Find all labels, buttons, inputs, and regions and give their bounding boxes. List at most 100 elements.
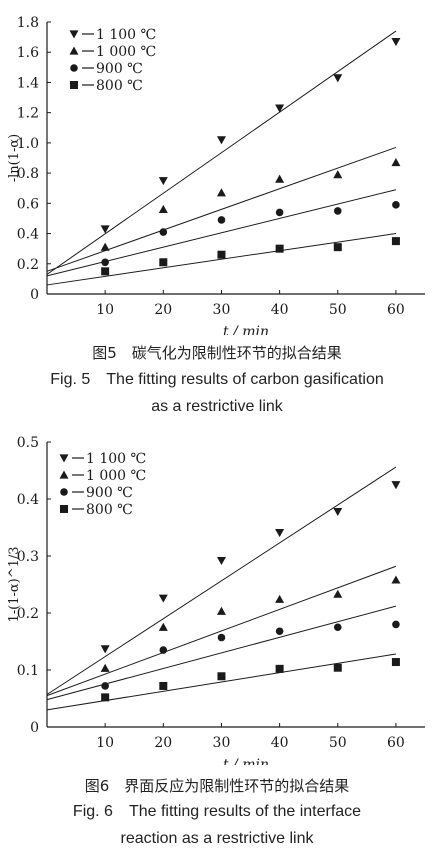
fig5-legend-label-3: 800 ℃ bbox=[96, 78, 143, 94]
fig5-point-s3 bbox=[391, 237, 400, 246]
fig5-y-tick-label: 1.6 bbox=[17, 45, 39, 61]
fig5-point-s2 bbox=[217, 216, 226, 224]
fig6-point-s1 bbox=[333, 589, 343, 598]
fig6-legend-label-2: 900 ℃ bbox=[86, 485, 133, 501]
fig6-x-tick-label: 20 bbox=[154, 735, 172, 751]
fig6-fit-line-3 bbox=[46, 653, 397, 711]
fig5-caption-zh: 图5 碳气化为限制性环节的拟合结果 bbox=[92, 344, 342, 362]
fig5-point-s3 bbox=[275, 244, 284, 253]
fig5-point-s2 bbox=[333, 207, 342, 215]
fig6-point-s1 bbox=[158, 622, 168, 631]
fig5-y-tick-label: 0.4 bbox=[17, 227, 39, 243]
fig5-y-tick-label: 0 bbox=[30, 287, 39, 303]
fig5-legend-marker-1 bbox=[69, 46, 79, 55]
fig6-point-s3 bbox=[275, 664, 284, 673]
fig6-point-s3 bbox=[101, 693, 110, 702]
fig5-x-axis-label: t / min bbox=[223, 324, 269, 335]
fig6-fit-line-2 bbox=[46, 605, 397, 701]
fig5-point-s3 bbox=[101, 267, 110, 276]
fig5-legend-marker-3 bbox=[70, 81, 78, 89]
fig6-x-tick-label: 10 bbox=[96, 735, 114, 751]
fig6-point-s3 bbox=[391, 658, 400, 667]
fig6-point-s2 bbox=[159, 646, 168, 654]
fig5-point-s1 bbox=[158, 204, 168, 213]
fig5-point-s3 bbox=[333, 243, 342, 252]
fig5-y-tick-label: 1.0 bbox=[17, 136, 39, 152]
fig6-legend-label-0: 1 100 ℃ bbox=[86, 451, 146, 467]
fig5-point-s0 bbox=[100, 225, 110, 234]
fig6-caption-zh: 图6 界面反应为限制性环节的拟合结果 bbox=[84, 777, 350, 795]
fig5-x-tick-label: 50 bbox=[329, 302, 347, 318]
fig5-fit-line-0 bbox=[46, 30, 397, 275]
fig5-legend-marker-2 bbox=[70, 64, 78, 72]
fig5-caption-en-line2: as a restrictive link bbox=[151, 398, 283, 415]
fig6-x-tick-label: 60 bbox=[387, 735, 405, 751]
fig6-point-s0 bbox=[391, 481, 401, 490]
fig6-fit-line-0 bbox=[46, 466, 397, 695]
fig6-fit-line-1 bbox=[46, 565, 397, 697]
fig5-point-s0 bbox=[275, 104, 285, 113]
fig5-point-s1 bbox=[333, 170, 343, 179]
fig5-point-s2 bbox=[275, 208, 284, 217]
fig6-y-tick-label: 0.2 bbox=[17, 606, 39, 622]
fig6-point-s3 bbox=[217, 672, 226, 681]
fig6-legend-marker-2 bbox=[60, 488, 68, 496]
fig6-legend-label-3: 800 ℃ bbox=[86, 502, 133, 518]
fig5-point-s3 bbox=[159, 258, 168, 267]
fig5-x-tick-label: 60 bbox=[387, 302, 405, 318]
fig5-point-s2 bbox=[101, 258, 109, 267]
fig6-caption-en-line2: reaction as a restrictive link bbox=[120, 830, 314, 847]
fig6-y-axis-label: 1-(1-α)^1/3 bbox=[7, 546, 22, 622]
fig6-point-s1 bbox=[275, 594, 285, 603]
fig6-x-axis-label: t / min bbox=[223, 757, 269, 765]
fig5-y-tick-label: 1.8 bbox=[17, 15, 39, 31]
fig5-fit-line-3 bbox=[46, 233, 396, 286]
fig5-y-tick-label: 1.2 bbox=[17, 106, 39, 122]
fig5-x-tick-label: 20 bbox=[154, 302, 172, 318]
fig6-point-s1 bbox=[391, 575, 401, 584]
fig5-point-s1 bbox=[275, 174, 285, 183]
fig6-point-s2 bbox=[392, 620, 400, 629]
fig6-point-s0 bbox=[216, 556, 226, 566]
fig5-legend-label-0: 1 100 ℃ bbox=[96, 27, 156, 43]
fig6-point-s3 bbox=[159, 681, 168, 690]
fig6-point-s1 bbox=[216, 606, 226, 615]
fig6-legend-marker-3 bbox=[60, 505, 68, 513]
fig5-point-s3 bbox=[217, 250, 226, 259]
fig6-legend-label-1: 1 000 ℃ bbox=[86, 468, 146, 484]
fig5-caption-en-line1: Fig. 5 The fitting results of carbon gas… bbox=[50, 371, 384, 388]
fig6-point-s3 bbox=[333, 663, 342, 672]
fig6-point-s2 bbox=[101, 682, 109, 690]
fig6-point-s0 bbox=[333, 507, 343, 517]
fig5-point-s1 bbox=[216, 188, 226, 197]
fig5-y-axis-label: -ln(1-α) bbox=[7, 134, 22, 183]
fig6-caption-en-line1: Fig. 6 The fitting results of the interf… bbox=[72, 803, 362, 820]
fig6-y-tick-label: 0.4 bbox=[17, 492, 39, 508]
fig6-x-tick-label: 40 bbox=[271, 735, 289, 751]
fig6-y-tick-label: 0.3 bbox=[17, 549, 39, 565]
fig5-x-tick-label: 40 bbox=[271, 302, 289, 318]
fig6-point-s0 bbox=[100, 645, 110, 654]
fig6-x-tick-label: 50 bbox=[329, 735, 347, 751]
fig5-x-tick-label: 30 bbox=[213, 302, 231, 318]
fig5-point-s2 bbox=[392, 201, 400, 209]
fig5-point-s1 bbox=[100, 242, 110, 251]
fig5-point-s0 bbox=[391, 38, 401, 47]
fig5-point-s0 bbox=[333, 74, 343, 83]
fig6-point-s1 bbox=[100, 663, 110, 672]
fig6-y-tick-label: 0.1 bbox=[17, 663, 39, 679]
fig5-point-s1 bbox=[391, 158, 401, 167]
fig5-y-tick-label: 0.2 bbox=[17, 257, 39, 273]
fig5-point-s0 bbox=[216, 136, 226, 145]
fig5-y-tick-label: 0.6 bbox=[17, 196, 39, 212]
fig5-point-s2 bbox=[159, 228, 168, 236]
fig6-point-s0 bbox=[158, 594, 168, 603]
chart-fig5: 0 0.2 0.4 0.6 0.8 1.0 1.2 1.4 1.6 1.8 10 20 30 40 50 60… bbox=[7, 15, 425, 335]
fig5-legend-marker-0 bbox=[69, 30, 79, 39]
fig5-x-tick-label: 10 bbox=[96, 302, 114, 318]
fig5-legend-label-1: 1 000 ℃ bbox=[96, 44, 156, 60]
fig6-point-s2 bbox=[333, 623, 342, 632]
fig6-point-s2 bbox=[275, 627, 284, 636]
fig5-legend-label-2: 900 ℃ bbox=[96, 61, 143, 77]
